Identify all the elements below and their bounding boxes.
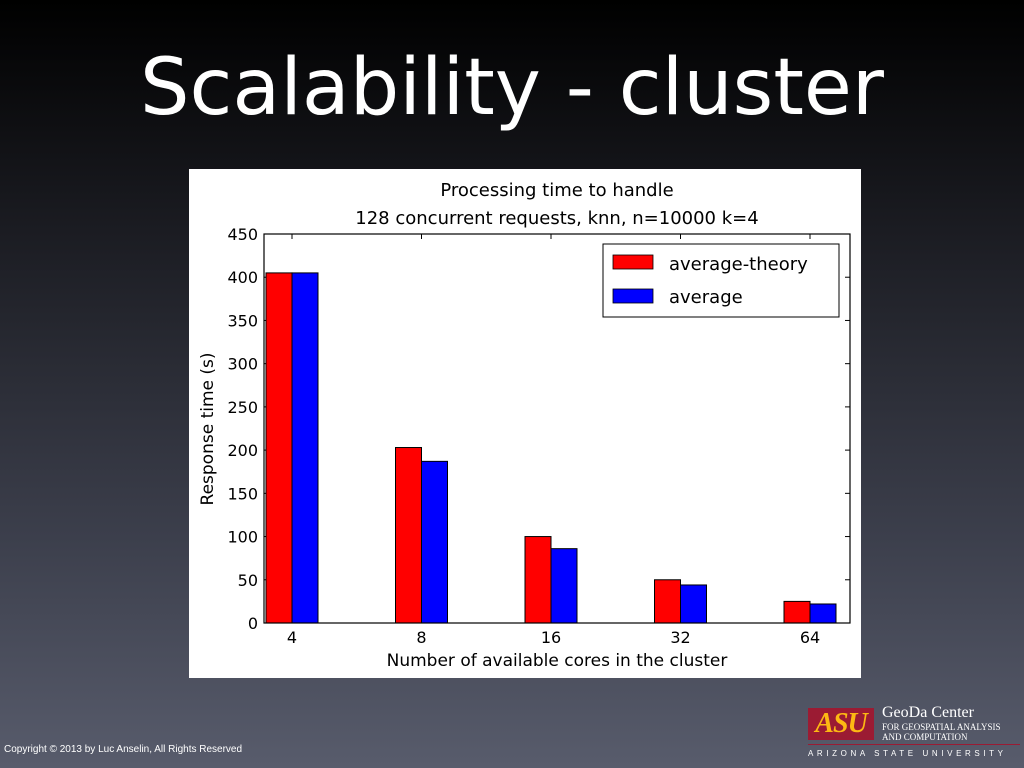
- y-tick-label-100: 100: [227, 528, 258, 547]
- asu-geoda-logo: ASU GeoDa Center FOR GEOSPATIAL ANALYSIS…: [808, 702, 1020, 764]
- y-tick-label-450: 450: [227, 225, 258, 244]
- bar-average-16: [550, 548, 578, 624]
- y-tick-label-0: 0: [248, 614, 258, 633]
- bar-chart: Processing time to handle 128 concurrent…: [198, 180, 851, 671]
- chart-title-line-1: Processing time to handle: [440, 180, 673, 201]
- slide-title: Scalability - cluster: [140, 43, 884, 133]
- copyright-notice: Copyright © 2013 by Luc Anselin, All Rig…: [4, 744, 243, 755]
- legend: average-theory average: [602, 243, 840, 318]
- y-axis-label: Response time (s): [198, 353, 218, 506]
- bar-average-32: [680, 584, 707, 624]
- bar-average-theory-8: [395, 447, 422, 624]
- x-tick-label-64: 64: [800, 628, 820, 647]
- y-tick-label-50: 50: [238, 571, 258, 590]
- bar-average-theory-16: [524, 536, 552, 624]
- logo-divider: [808, 744, 1020, 745]
- y-tick-label-150: 150: [227, 484, 258, 503]
- university-name: ARIZONA STATE UNIVERSITY: [808, 749, 1007, 758]
- x-tick-label-16: 16: [541, 628, 561, 647]
- bar-average-64: [809, 603, 837, 624]
- chart-panel: Processing time to handle 128 concurrent…: [189, 169, 861, 678]
- geoda-subtitle-line-1: FOR GEOSPATIAL ANALYSIS: [882, 722, 1001, 732]
- bar-average-theory-32: [654, 579, 681, 624]
- axes: 0 50 100 150 200 250 300 350 400 450 4 8 16 32 64: [227, 225, 850, 647]
- bar-average-theory-4: [265, 272, 293, 624]
- bar-average-4: [291, 272, 319, 624]
- y-tick-label-400: 400: [227, 268, 258, 287]
- legend-swatch-average: [612, 288, 654, 304]
- bars: [265, 272, 837, 624]
- x-axis-label: Number of available cores in the cluster: [387, 651, 728, 671]
- x-tick-label-4: 4: [287, 628, 297, 647]
- y-tick-label-200: 200: [227, 441, 258, 460]
- legend-label-average-theory: average-theory: [669, 254, 808, 275]
- legend-swatch-average-theory: [612, 254, 654, 270]
- bar-average-8: [421, 460, 448, 624]
- y-tick-label-300: 300: [227, 355, 258, 374]
- geoda-subtitle-line-2: AND COMPUTATION: [882, 732, 968, 742]
- geoda-center-name: GeoDa Center: [882, 704, 974, 721]
- asu-logo-mark: ASU: [808, 708, 874, 740]
- chart-title-line-2: 128 concurrent requests, knn, n=10000 k=…: [355, 208, 758, 229]
- y-tick-label-250: 250: [227, 398, 258, 417]
- x-tick-label-32: 32: [670, 628, 690, 647]
- plot-frame: [263, 233, 851, 624]
- bar-average-theory-64: [783, 600, 811, 624]
- y-tick-label-350: 350: [227, 311, 258, 330]
- geoda-center-subtitle: FOR GEOSPATIAL ANALYSIS AND COMPUTATION: [882, 722, 1000, 742]
- x-tick-label-8: 8: [416, 628, 426, 647]
- legend-label-average: average: [669, 287, 743, 308]
